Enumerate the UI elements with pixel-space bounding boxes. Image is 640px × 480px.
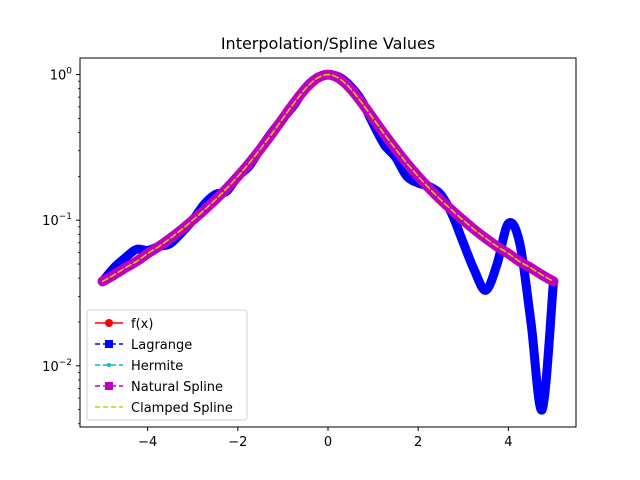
x-tick-label: 4	[504, 435, 512, 450]
y-tick-label: 100	[50, 67, 73, 84]
legend-item: Lagrange	[95, 338, 192, 353]
axis-layer: −4 −2 0 2 4 10−2 10−1 100	[42, 67, 512, 450]
legend-marker	[105, 340, 113, 348]
x-tick-label: −4	[138, 435, 157, 450]
legend-label: Natural Spline	[131, 380, 223, 395]
legend-item: Natural Spline	[95, 380, 223, 395]
x-tick-label: 2	[414, 435, 422, 450]
legend: f(x) Lagrange Hermite Natural Spline Clamped…	[86, 309, 248, 421]
x-tick-label: 0	[324, 435, 332, 450]
y-tick-label: 10−1	[42, 212, 72, 229]
legend-label: Clamped Spline	[131, 401, 233, 416]
x-tick-label: −2	[228, 435, 247, 450]
chart-title: Interpolation/Spline Values	[221, 34, 435, 53]
legend-item: f(x)	[95, 317, 153, 332]
series-line-clamped-spline	[101, 73, 555, 283]
legend-marker	[105, 319, 113, 327]
series-layer	[97, 69, 559, 415]
y-tick-label: 10−2	[42, 358, 72, 375]
legend-label: f(x)	[131, 317, 153, 332]
legend-marker	[105, 382, 113, 390]
legend-frame	[86, 309, 248, 421]
legend-item: Clamped Spline	[95, 401, 233, 416]
legend-marker	[107, 363, 111, 367]
legend-item: Hermite	[95, 359, 183, 374]
series-point	[550, 278, 557, 285]
legend-label: Hermite	[131, 359, 183, 374]
legend-label: Lagrange	[131, 338, 192, 353]
